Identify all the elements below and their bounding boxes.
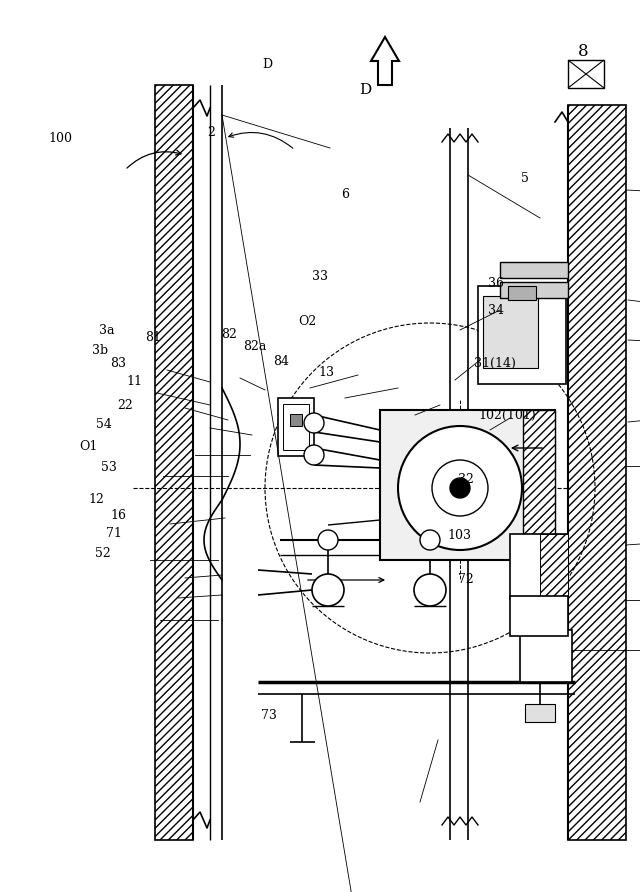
Text: 103: 103 xyxy=(447,529,472,541)
Text: 32: 32 xyxy=(458,474,474,486)
Circle shape xyxy=(420,530,440,550)
Bar xyxy=(568,60,604,88)
Circle shape xyxy=(304,413,324,433)
Bar xyxy=(568,105,626,840)
Bar xyxy=(525,704,555,722)
Text: 33: 33 xyxy=(312,270,328,283)
Text: 22: 22 xyxy=(117,400,132,412)
Text: 11: 11 xyxy=(127,376,143,388)
Bar xyxy=(500,282,568,298)
Text: 3b: 3b xyxy=(92,344,109,357)
Text: 6: 6 xyxy=(342,188,349,201)
Text: 102(101): 102(101) xyxy=(479,409,536,422)
Bar xyxy=(508,286,536,300)
Text: D: D xyxy=(262,58,273,70)
Bar xyxy=(380,410,555,560)
Text: 12: 12 xyxy=(88,493,104,506)
Bar xyxy=(283,404,309,450)
Circle shape xyxy=(398,426,522,550)
Text: 52: 52 xyxy=(95,547,110,559)
Bar xyxy=(155,85,193,840)
Text: D: D xyxy=(359,83,371,97)
Circle shape xyxy=(304,445,324,465)
Text: 72: 72 xyxy=(458,574,474,586)
Bar xyxy=(500,262,568,278)
Text: 73: 73 xyxy=(261,709,276,722)
Text: 36: 36 xyxy=(488,277,504,290)
Text: 5: 5 xyxy=(521,172,529,185)
Bar xyxy=(510,534,568,599)
Circle shape xyxy=(318,530,338,550)
Bar xyxy=(540,534,568,599)
Text: 3a: 3a xyxy=(99,324,115,336)
Text: 71: 71 xyxy=(106,527,122,540)
Text: 100: 100 xyxy=(49,132,73,145)
Text: O1: O1 xyxy=(79,440,97,452)
Text: 53: 53 xyxy=(101,461,116,474)
Bar xyxy=(510,596,568,636)
Bar xyxy=(290,414,302,426)
Circle shape xyxy=(414,574,446,606)
Text: 34: 34 xyxy=(488,304,504,317)
Text: 82a: 82a xyxy=(243,340,266,352)
Bar xyxy=(520,630,572,682)
Text: O2: O2 xyxy=(298,315,316,327)
Circle shape xyxy=(312,574,344,606)
Text: 54: 54 xyxy=(97,418,112,431)
Text: 81: 81 xyxy=(146,331,161,343)
Bar xyxy=(483,296,538,368)
Text: 82: 82 xyxy=(221,328,237,341)
Bar xyxy=(478,286,566,384)
Text: 31(14): 31(14) xyxy=(474,358,516,370)
Bar xyxy=(278,398,314,456)
Text: 16: 16 xyxy=(111,509,127,522)
Circle shape xyxy=(450,478,470,498)
Bar xyxy=(523,410,555,560)
Circle shape xyxy=(432,460,488,516)
Text: 8: 8 xyxy=(578,44,588,61)
FancyArrow shape xyxy=(371,37,399,85)
Text: 13: 13 xyxy=(319,367,334,379)
Text: 83: 83 xyxy=(111,358,127,370)
Text: 2: 2 xyxy=(207,126,215,138)
Text: 84: 84 xyxy=(274,355,290,368)
